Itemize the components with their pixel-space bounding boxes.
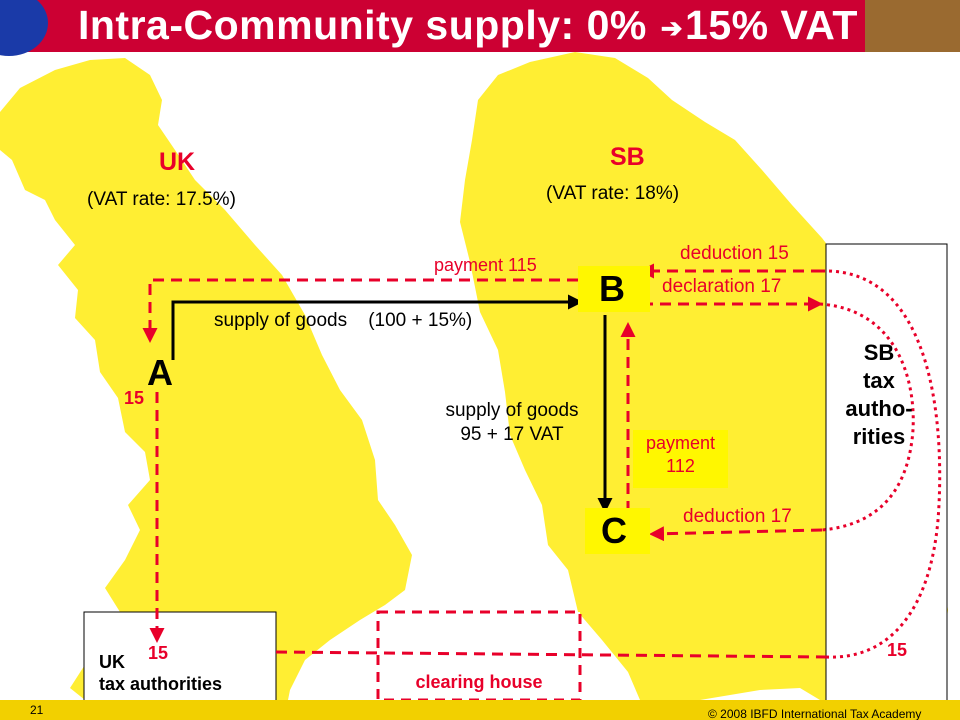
title-corner: [865, 0, 960, 52]
supply-ab-label: supply of goods (100 + 15%): [214, 310, 473, 331]
clearing-house-label: clearing house: [415, 672, 543, 692]
copyright-notice: © 2008 IBFD International Tax Academy: [708, 707, 922, 720]
sb-country-label: SB: [610, 143, 645, 171]
sb-vat-rate: (VAT rate: 18%): [546, 183, 680, 204]
payment-112-label-line2: 112: [666, 456, 695, 476]
sb-curve-outer: [821, 269, 942, 659]
uk-sb-clearing-line: [275, 650, 827, 659]
uk-country-label: UK: [159, 148, 196, 176]
title-part2: 15% VAT: [685, 2, 858, 48]
payment-115-label: payment 115: [434, 255, 537, 275]
deduction-17-arrow: [649, 526, 823, 542]
party-a-label: A: [147, 352, 173, 393]
uk-map-shape: [0, 58, 412, 705]
arrow-right-icon: ➔: [660, 12, 684, 43]
payment-112-box: [633, 430, 728, 488]
footer-bar: [0, 700, 960, 720]
title-part1: Intra-Community supply: 0%: [78, 2, 647, 48]
payment-115-arrow: [142, 278, 578, 343]
deduction-15-label: deduction 15: [680, 243, 789, 264]
page-number: 21: [30, 703, 44, 717]
declaration-17-label: declaration 17: [662, 276, 782, 297]
uk-vat-rate: (VAT rate: 17.5%): [87, 189, 236, 210]
supply-ab-arrow: [171, 294, 583, 360]
sb-authorities-15-label: 15: [887, 640, 908, 660]
sb-authorities-line1: SB: [863, 340, 895, 365]
payment-112-label-line1: payment: [645, 433, 716, 453]
supply-bc-label-line1: supply of goods: [445, 400, 579, 421]
sb-authorities-line3: autho-: [845, 396, 913, 421]
supply-bc-label-line2: 95 + 17 VAT: [460, 424, 564, 445]
uk-authorities-line2: tax authorities: [99, 674, 223, 694]
sb-authorities-line2: tax: [863, 368, 895, 393]
a-tax-15-label: 15: [124, 388, 145, 408]
party-c-label: C: [601, 510, 627, 551]
party-c-box: [585, 508, 650, 554]
party-b-label: B: [599, 268, 625, 309]
uk-authorities-15-label: 15: [148, 643, 169, 663]
title-bar: [0, 0, 865, 52]
uk-authorities-line1: UK: [99, 652, 125, 672]
deduction-17-label: deduction 17: [683, 506, 792, 527]
sb-authorities-line4: rities: [852, 424, 906, 449]
uk-authorities-box: [83, 611, 277, 708]
party-b-box: [578, 266, 650, 312]
slide-title: Intra-Community supply: 0% ➔15% VAT: [78, 2, 858, 49]
